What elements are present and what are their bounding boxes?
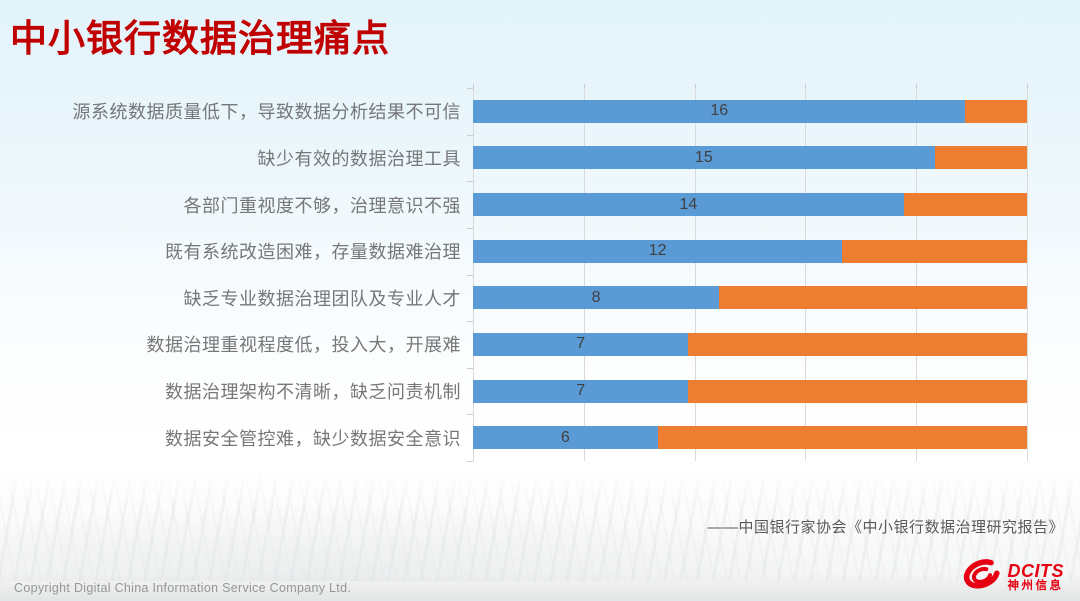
axis-tick [467, 227, 473, 229]
dcits-logo-chinese: 神州信息 [1007, 580, 1064, 593]
bar-track: 8 [473, 286, 1027, 310]
bar-track: 6 [473, 426, 1027, 450]
bar-track: 15 [473, 146, 1027, 170]
gridline [1027, 88, 1028, 461]
chart-rows: 源系统数据质量低下，导致数据分析结果不可信 16 缺少有效的数据治理工具 15 各部门重… [0, 88, 1030, 461]
chart-row: 缺乏专业数据治理团队及专业人才 8 [0, 275, 1030, 322]
bar-segment-orange [719, 286, 1027, 310]
value-label: 6 [560, 428, 570, 446]
axis-tick [467, 321, 473, 323]
gridline [473, 88, 474, 461]
value-label: 14 [679, 195, 698, 213]
gridline [805, 88, 807, 461]
axis-tick [467, 274, 473, 276]
dcits-swoosh-icon [963, 559, 1000, 589]
axis-tick [467, 134, 473, 136]
source-citation: ——中国银行家协会《中小银行数据治理研究报告》 [707, 519, 1064, 536]
category-label: 缺少有效的数据治理工具 [257, 148, 461, 169]
axis-tick [805, 84, 807, 88]
chart-row: 既有系统改造困难，存量数据难治理 12 [0, 228, 1030, 275]
chart-row: 源系统数据质量低下，导致数据分析结果不可信 16 [0, 88, 1030, 135]
dcits-logo: DCITS 神州信息 [960, 559, 1065, 595]
axis-tick [1027, 84, 1028, 88]
bar-segment-blue: 16 [473, 99, 966, 123]
chart-row: 数据安全管控难，缺少数据安全意识 6 [0, 414, 1030, 461]
category-label: 源系统数据质量低下，导致数据分析结果不可信 [72, 102, 461, 123]
axis-tick [916, 84, 918, 88]
category-label: 缺乏专业数据治理团队及专业人才 [183, 288, 461, 309]
value-label: 8 [591, 288, 601, 306]
bar-track: 12 [473, 239, 1027, 263]
category-label: 各部门重视度不够，治理意识不强 [183, 195, 461, 216]
category-label: 既有系统改造困难，存量数据难治理 [165, 242, 461, 263]
axis-tick [467, 88, 473, 89]
bar-segment-orange [657, 426, 1027, 450]
dcits-logo-text: DCITS [1007, 560, 1064, 581]
value-label: 7 [576, 382, 586, 400]
bar-segment-orange [688, 379, 1027, 403]
bar-track: 7 [473, 379, 1027, 403]
axis-tick [467, 367, 473, 369]
footer-strip [0, 573, 1080, 601]
bar-segment-blue: 12 [473, 239, 843, 263]
chart-row: 缺少有效的数据治理工具 15 [0, 135, 1030, 182]
bar-segment-orange [934, 146, 1027, 170]
chart-row: 各部门重视度不够，治理意识不强 14 [0, 181, 1030, 228]
bar-segment-blue: 7 [473, 379, 689, 403]
bar-segment-orange [688, 332, 1027, 356]
gridline [694, 88, 696, 461]
page-title: 中小银行数据治理痛点 [10, 18, 390, 59]
chart-row: 数据治理架构不清晰，缺乏问责机制 7 [0, 368, 1030, 415]
bar-segment-orange [842, 239, 1027, 263]
gridline [583, 88, 585, 461]
bar-segment-orange [903, 193, 1027, 217]
category-label: 数据治理架构不清晰，缺乏问责机制 [165, 382, 461, 403]
axis-tick [467, 461, 473, 462]
value-label: 12 [648, 242, 667, 260]
copyright-text: Copyright Digital China Information Serv… [14, 581, 352, 595]
axis-tick [694, 84, 696, 88]
decorative-wave-pattern [0, 471, 1080, 581]
bar-segment-orange [965, 99, 1027, 123]
bar-track: 7 [473, 332, 1027, 356]
category-label: 数据治理重视程度低，投入大，开展难 [146, 335, 461, 356]
gridline [916, 88, 918, 461]
bar-track: 14 [473, 193, 1027, 217]
bar-segment-blue: 14 [473, 193, 904, 217]
pain-points-bar-chart: 源系统数据质量低下，导致数据分析结果不可信 16 缺少有效的数据治理工具 15 各部门重… [0, 84, 1030, 462]
bar-segment-blue: 8 [473, 286, 720, 310]
value-label: 16 [710, 102, 729, 120]
bar-segment-blue: 15 [473, 146, 935, 170]
bar-track: 16 [473, 99, 1027, 123]
axis-tick [583, 84, 585, 88]
value-label: 15 [694, 148, 713, 166]
axis-tick [467, 181, 473, 183]
category-label: 数据安全管控难，缺少数据安全意识 [165, 428, 461, 449]
value-label: 7 [576, 335, 586, 353]
axis-tick [473, 84, 474, 88]
chart-row: 数据治理重视程度低，投入大，开展难 7 [0, 321, 1030, 368]
bar-segment-blue: 6 [473, 426, 658, 450]
axis-tick [467, 414, 473, 416]
bar-segment-blue: 7 [473, 332, 689, 356]
chart-grid [0, 84, 1030, 462]
